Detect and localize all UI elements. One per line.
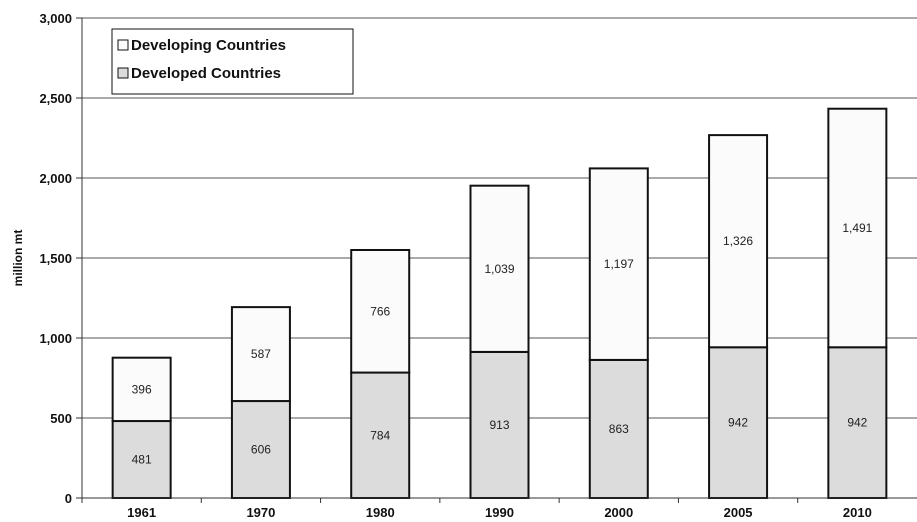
legend-swatch	[117, 67, 129, 79]
y-tick-label: 1,000	[39, 331, 72, 346]
data-label: 942	[847, 416, 867, 430]
data-label: 1,039	[484, 262, 514, 276]
x-tick-label: 1980	[366, 505, 395, 520]
legend-label: Developed Countries	[131, 65, 281, 82]
data-label: 784	[370, 428, 390, 442]
y-tick-label: 2,000	[39, 171, 72, 186]
x-tick-label: 1970	[246, 505, 275, 520]
data-label: 481	[132, 453, 152, 467]
x-tick-label: 2005	[724, 505, 753, 520]
y-tick-label: 2,500	[39, 91, 72, 106]
data-label: 766	[370, 304, 390, 318]
data-label: 942	[728, 416, 748, 430]
bar-segment	[469, 184, 530, 353]
data-label: 1,197	[604, 257, 634, 271]
data-label: 913	[489, 418, 509, 432]
bar-segment	[230, 400, 291, 500]
x-tick-label: 1961	[127, 505, 156, 520]
bar-segment	[827, 346, 888, 499]
data-label: 1,326	[723, 234, 753, 248]
y-tick-label: 1,500	[39, 251, 72, 266]
data-label: 606	[251, 443, 271, 457]
x-tick-label: 2000	[604, 505, 633, 520]
bar-segment	[350, 249, 411, 374]
bar-segment	[827, 107, 888, 349]
legend-swatch	[117, 39, 129, 51]
bar-segment	[230, 306, 291, 403]
data-label: 1,491	[842, 221, 872, 235]
data-label: 587	[251, 347, 271, 361]
y-axis-title: million mt	[11, 230, 25, 287]
bar-segment	[708, 134, 769, 349]
bar-segment	[708, 346, 769, 499]
bar-segment	[111, 356, 172, 423]
legend-label: Developing Countries	[131, 37, 286, 54]
data-label: 863	[609, 422, 629, 436]
y-tick-label: 500	[50, 411, 72, 426]
bar-segment	[469, 350, 530, 500]
y-tick-label: 0	[65, 491, 72, 506]
legend-box	[111, 28, 354, 95]
x-tick-label: 2010	[843, 505, 872, 520]
bar-segment	[588, 167, 649, 361]
x-tick-label: 1990	[485, 505, 514, 520]
data-label: 396	[132, 382, 152, 396]
bar-segment	[350, 371, 411, 499]
y-tick-label: 3,000	[39, 11, 72, 26]
